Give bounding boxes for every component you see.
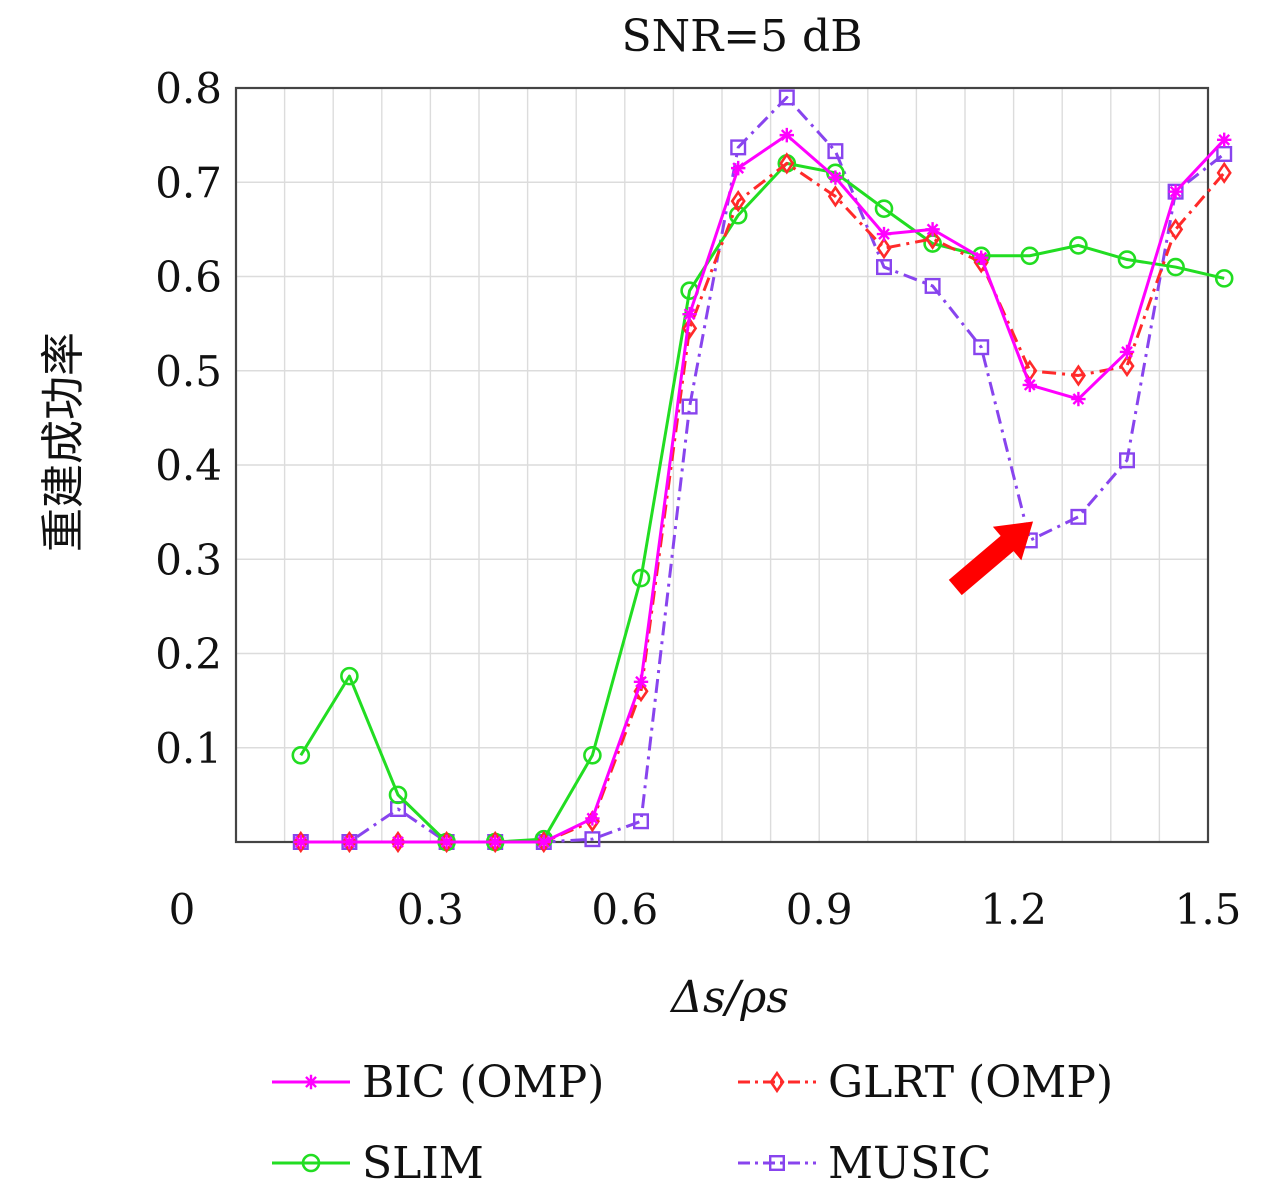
data-point <box>342 834 357 850</box>
data-point <box>769 1154 786 1171</box>
data-point <box>291 745 311 765</box>
data-point <box>488 834 503 850</box>
legend-label: GLRT (OMP) <box>828 1057 1113 1108</box>
data-point <box>828 170 843 185</box>
series-line <box>300 133 1226 844</box>
data-point <box>1117 250 1137 269</box>
data-point <box>682 317 698 340</box>
data-point <box>439 834 454 850</box>
axes <box>234 86 1210 844</box>
y-tick-label: 0.6 <box>155 253 222 302</box>
legend-label: SLIM <box>362 1138 484 1189</box>
data-point <box>925 222 940 237</box>
data-point <box>1020 246 1040 266</box>
data-point <box>874 199 894 218</box>
data-point <box>973 251 989 274</box>
data-point <box>728 205 748 225</box>
data-point <box>633 813 650 830</box>
y-tick-label: 0.2 <box>155 630 222 679</box>
x-tick-label: 0.3 <box>397 885 464 934</box>
data-point <box>1216 145 1233 162</box>
data-point <box>973 339 990 356</box>
data-point <box>1168 218 1184 241</box>
data-point <box>876 259 893 276</box>
legend-item: BIC (OMP) <box>272 1057 604 1108</box>
data-point <box>1022 377 1037 393</box>
data-point <box>1217 132 1232 148</box>
x-tick-label: 1.2 <box>980 885 1047 934</box>
legend: BIC (OMP) GLRT (OMP) SLIM MUSIC <box>272 1057 1113 1189</box>
y-tick-label: 0.3 <box>155 535 222 584</box>
data-point <box>388 785 408 805</box>
legend-item: GLRT (OMP) <box>738 1057 1113 1108</box>
data-point <box>536 834 551 850</box>
y-axis-label: 重建成功率 <box>38 332 89 552</box>
chart-title: SNR=5 dB <box>621 11 862 62</box>
y-tick-label: 0.1 <box>155 724 222 773</box>
data-point <box>827 143 844 160</box>
plot-frame <box>234 86 1210 844</box>
data-point <box>827 185 843 208</box>
y-tick-label: 0.8 <box>155 64 222 113</box>
legend-item: SLIM <box>272 1138 484 1189</box>
data-point <box>301 1153 321 1173</box>
data-point <box>681 398 698 415</box>
data-point <box>1119 344 1135 360</box>
data-point <box>769 1070 785 1094</box>
data-point <box>633 674 649 689</box>
data-point <box>1214 269 1234 288</box>
x-tick-label: 0 <box>169 885 196 934</box>
tick-labels: 0.1 0.2 0.3 0.4 0.5 0.6 0.7 0.8 0 0.3 0.6 0.9 1.2 1.5 <box>155 64 1241 934</box>
x-axis-label: Δs/ρs <box>669 972 789 1023</box>
data-point <box>682 307 697 322</box>
data-point <box>925 227 941 250</box>
grid <box>236 88 1208 842</box>
data-point <box>631 568 651 588</box>
data-point <box>1070 508 1087 525</box>
x-tick-label: 1.5 <box>1175 885 1242 934</box>
data-point <box>390 834 406 850</box>
data-point <box>778 89 795 106</box>
data-point <box>876 226 892 242</box>
y-tick-label: 0.7 <box>155 158 222 207</box>
data-point <box>1070 364 1086 387</box>
data-point <box>730 139 747 156</box>
x-tick-label: 0.9 <box>786 885 853 934</box>
data-point <box>1071 391 1086 407</box>
data-point <box>876 237 892 260</box>
data-point <box>1166 257 1185 277</box>
x-tick-label: 0.6 <box>591 885 658 934</box>
data-point <box>1168 184 1183 199</box>
legend-item: MUSIC <box>738 1138 991 1189</box>
legend-label: BIC (OMP) <box>362 1057 604 1108</box>
data-point <box>1118 452 1135 469</box>
y-tick-label: 0.4 <box>155 441 222 490</box>
data-point <box>303 1074 319 1090</box>
data-point <box>924 277 941 294</box>
data-point <box>633 680 649 703</box>
data-point <box>1069 236 1088 255</box>
y-tick-label: 0.5 <box>155 347 222 396</box>
data-point <box>779 152 795 175</box>
data-point <box>340 666 359 686</box>
annotation-arrow <box>948 521 1034 596</box>
series-bic-omp <box>293 127 1232 850</box>
data-point <box>1216 161 1232 184</box>
data-point <box>731 160 746 176</box>
data-point <box>730 189 746 213</box>
data-point <box>1119 354 1135 378</box>
data-point <box>583 745 602 765</box>
data-point <box>585 811 600 826</box>
annotations <box>948 521 1034 596</box>
legend-label: MUSIC <box>828 1138 991 1189</box>
data-point <box>779 127 794 143</box>
series-group <box>291 89 1234 854</box>
data-point <box>293 834 308 850</box>
data-point <box>974 250 989 265</box>
